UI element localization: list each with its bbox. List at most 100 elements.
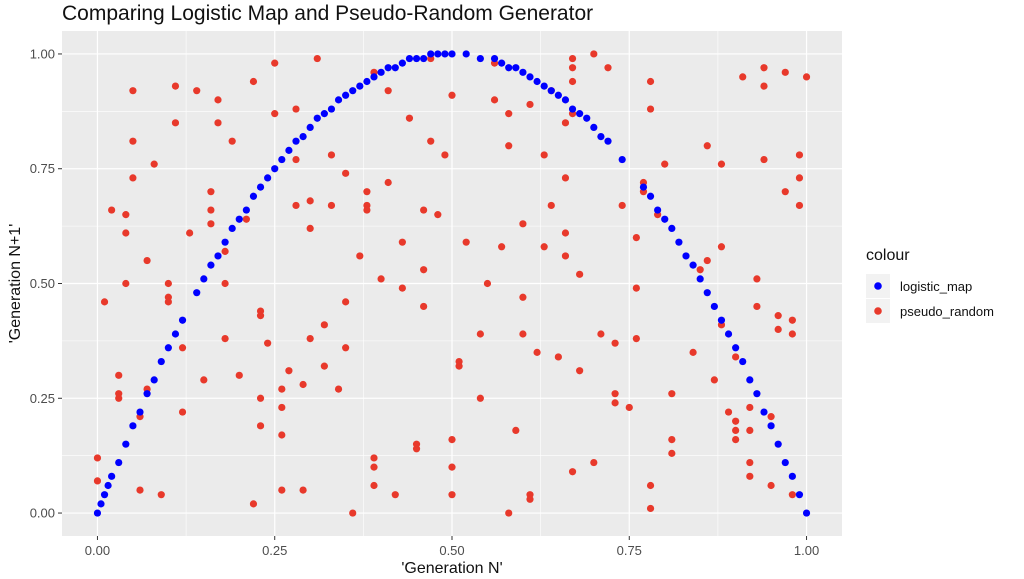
pseudo_random-point — [129, 137, 137, 145]
pseudo_random-point — [710, 376, 718, 384]
logistic_map-point — [405, 54, 414, 63]
pseudo_random-point — [746, 403, 754, 412]
pseudo_random-point — [788, 316, 796, 324]
logistic_map-point — [490, 54, 499, 63]
pseudo_random-point — [746, 458, 754, 467]
logistic_map-point — [349, 87, 357, 95]
pseudo_random-point — [561, 252, 570, 260]
pseudo_random-point — [278, 403, 286, 412]
pseudo_random-point — [285, 367, 293, 375]
y-tick-label: 0.00 — [30, 506, 55, 521]
logistic_map-point — [646, 192, 655, 200]
pseudo_random-point — [781, 188, 789, 196]
pseudo_random-point — [739, 73, 747, 81]
logistic_map-point — [682, 252, 690, 260]
logistic_map-point — [327, 105, 336, 113]
logistic_map-point — [356, 82, 364, 90]
pseudo_random-point — [235, 371, 243, 379]
pseudo_random-point — [661, 160, 669, 168]
logistic_map-point — [200, 275, 208, 283]
legend-title: colour — [866, 247, 910, 264]
pseudo_random-point — [576, 367, 584, 375]
logistic_map-point — [696, 275, 704, 283]
pseudo_random-point — [278, 431, 286, 439]
pseudo_random-point — [611, 390, 619, 398]
pseudo_random-point — [334, 385, 343, 393]
logistic_map-point — [104, 481, 112, 490]
pseudo_random-point — [164, 298, 172, 306]
logistic_map-point — [420, 54, 428, 63]
logistic_map-point — [576, 110, 584, 118]
logistic_map-point — [760, 408, 768, 416]
pseudo_random-point — [519, 293, 527, 301]
pseudo_random-point — [136, 486, 144, 494]
pseudo_random-point — [207, 188, 215, 196]
logistic_map-point — [724, 330, 733, 338]
pseudo_random-point — [632, 284, 640, 292]
pseudo_random-point — [420, 266, 428, 274]
pseudo_random-point — [696, 266, 704, 274]
pseudo_random-point — [802, 73, 811, 81]
logistic_map-point — [547, 87, 555, 95]
pseudo_random-point — [576, 270, 584, 278]
pseudo_random-point — [292, 105, 300, 113]
logistic_map-point — [271, 165, 279, 173]
pseudo_random-point — [193, 87, 201, 95]
axes: 0.00 0.25 0.50 0.75 1.00 0.00 0.25 0.50 0.75 1.00 — [30, 46, 820, 558]
pseudo_random-point — [412, 440, 421, 448]
logistic_map-point — [129, 422, 137, 430]
pseudo_random-point — [646, 105, 655, 113]
pseudo_random-point — [717, 160, 726, 168]
pseudo_random-point — [306, 197, 314, 205]
y-tick-label: 0.50 — [30, 276, 55, 291]
logistic_map-point — [363, 77, 371, 86]
pseudo_random-point — [100, 298, 109, 306]
pseudo_random-point — [448, 91, 456, 99]
logistic_map-point — [193, 289, 201, 297]
pseudo_random-point — [561, 229, 570, 237]
logistic_map-point — [150, 376, 158, 384]
pseudo_random-point — [732, 353, 740, 361]
pseudo_random-point — [505, 110, 513, 118]
x-axis-title: 'Generation N' — [401, 560, 502, 577]
logistic_map-point — [100, 491, 109, 499]
logistic_map-point — [412, 54, 421, 63]
pseudo_random-point — [795, 174, 804, 182]
pseudo_random-point — [703, 256, 711, 265]
pseudo_random-point — [278, 486, 286, 494]
pseudo_random-point — [611, 399, 619, 407]
pseudo_random-point — [568, 468, 577, 476]
pseudo_random-point — [505, 509, 513, 517]
logistic_map-point — [278, 155, 286, 164]
pseudo_random-point — [164, 279, 172, 288]
pseudo_random-point — [157, 491, 165, 499]
pseudo_random-point — [228, 137, 236, 145]
y-axis-title: 'Generation N+1' — [7, 224, 24, 344]
pseudo_random-point — [476, 330, 484, 338]
pseudo_random-point — [93, 454, 102, 462]
pseudo_random-point — [568, 64, 577, 72]
logistic_map-point — [377, 68, 385, 76]
pseudo_random-point — [746, 426, 754, 435]
pseudo_random-point — [618, 201, 626, 210]
pseudo_random-point — [668, 449, 676, 457]
legend-label-pseudo_random: pseudo_random — [900, 304, 994, 319]
pseudo_random-point — [717, 243, 726, 251]
logistic_map-point — [164, 344, 172, 352]
logistic_map-point — [122, 440, 130, 448]
pseudo_random-point — [760, 82, 768, 90]
pseudo_random-point — [249, 77, 258, 86]
pseudo_random-point — [561, 174, 570, 182]
pseudo_random-point — [370, 463, 378, 471]
logistic_map-point — [441, 50, 449, 58]
pseudo_random-point — [271, 59, 279, 67]
logistic_map-point — [597, 132, 605, 141]
logistic_map-point — [668, 224, 676, 233]
logistic_map-point — [739, 357, 747, 366]
pseudo_random-point — [320, 362, 328, 370]
logistic_map-point — [654, 206, 662, 214]
pseudo_random-point — [221, 334, 229, 343]
logistic_map-point — [334, 96, 343, 104]
pseudo_random-point — [363, 188, 371, 196]
